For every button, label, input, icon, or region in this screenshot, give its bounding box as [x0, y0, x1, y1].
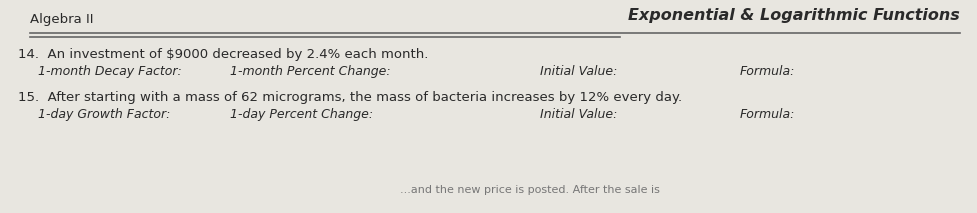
Text: Initial Value:: Initial Value:	[540, 65, 617, 78]
Text: Algebra II: Algebra II	[30, 13, 94, 26]
Text: 1-day Percent Change:: 1-day Percent Change:	[230, 108, 373, 121]
Text: 1-month Percent Change:: 1-month Percent Change:	[230, 65, 391, 78]
Text: Initial Value:: Initial Value:	[540, 108, 617, 121]
Text: Formula:: Formula:	[740, 65, 795, 78]
Text: 1-day Growth Factor:: 1-day Growth Factor:	[38, 108, 170, 121]
Text: Formula:: Formula:	[740, 108, 795, 121]
Text: 14.  An investment of $9000 decreased by 2.4% each month.: 14. An investment of $9000 decreased by …	[18, 48, 428, 61]
Text: 15.  After starting with a mass of 62 micrograms, the mass of bacteria increases: 15. After starting with a mass of 62 mic…	[18, 91, 682, 104]
Text: 1-month Decay Factor:: 1-month Decay Factor:	[38, 65, 182, 78]
Text: ...and the new price is posted. After the sale is: ...and the new price is posted. After th…	[400, 185, 659, 195]
Text: Exponential & Logarithmic Functions: Exponential & Logarithmic Functions	[628, 8, 960, 23]
